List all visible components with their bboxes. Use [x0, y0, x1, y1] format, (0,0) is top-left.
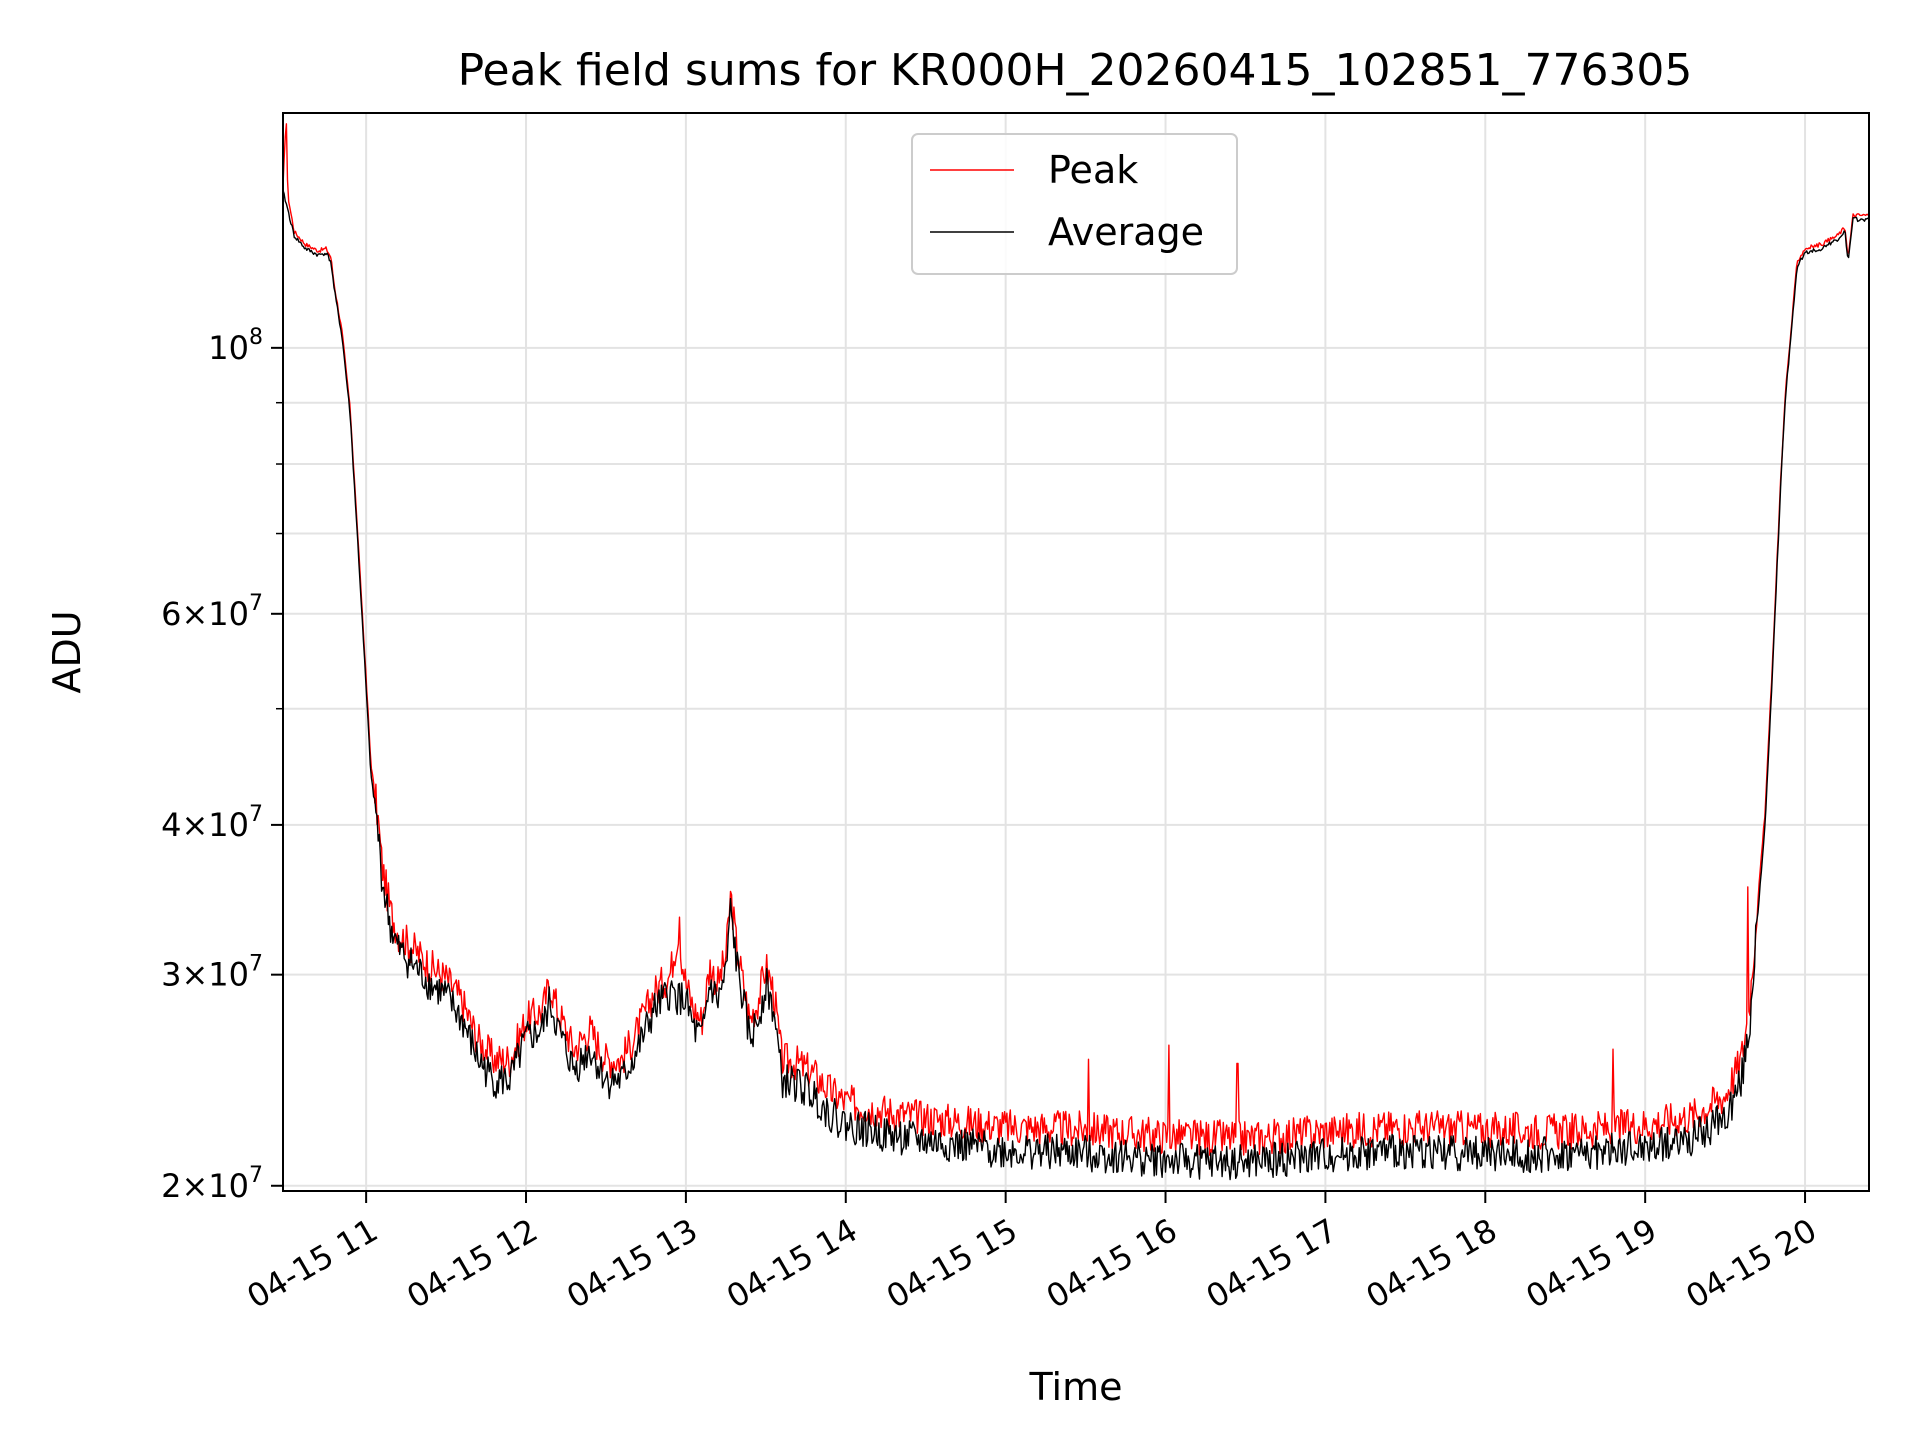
x-tick-label: 04-15 12 — [400, 1211, 544, 1316]
x-tick-label: 04-15 19 — [1520, 1211, 1664, 1316]
y-tick-label: 6×107 — [161, 591, 263, 633]
y-tick-label: 4×107 — [161, 802, 263, 844]
x-tick-label: 04-15 14 — [720, 1211, 864, 1316]
series-line-peak — [283, 124, 1869, 1155]
y-tick-label: 3×107 — [161, 952, 263, 994]
x-tick-label: 04-15 16 — [1040, 1211, 1184, 1316]
x-tick-label: 04-15 17 — [1200, 1211, 1344, 1316]
x-tick-label: 04-15 15 — [880, 1211, 1024, 1316]
y-axis: 2×107 3×107 4×107 6×107 108 — [161, 325, 283, 1205]
x-axis: 04-15 11 04-15 12 04-15 13 04-15 14 04-15 15… — [241, 1191, 1824, 1316]
chart: Peak field sums for KR000H_20260415_1028… — [0, 0, 1920, 1440]
legend: Peak Average — [912, 134, 1237, 274]
x-tick-label: 04-15 11 — [241, 1211, 385, 1316]
x-tick-label: 04-15 18 — [1360, 1211, 1504, 1316]
x-tick-label: 04-15 20 — [1679, 1211, 1823, 1316]
series-lines — [283, 124, 1869, 1180]
x-tick-label: 04-15 13 — [560, 1211, 704, 1316]
legend-label-average: Average — [1048, 210, 1204, 254]
y-axis-label: ADU — [45, 610, 89, 693]
chart-title: Peak field sums for KR000H_20260415_1028… — [458, 45, 1693, 96]
x-axis-label: Time — [1029, 1365, 1123, 1409]
legend-label-peak: Peak — [1048, 148, 1138, 192]
y-tick-label: 2×107 — [161, 1163, 263, 1205]
y-tick-label: 108 — [208, 325, 263, 367]
